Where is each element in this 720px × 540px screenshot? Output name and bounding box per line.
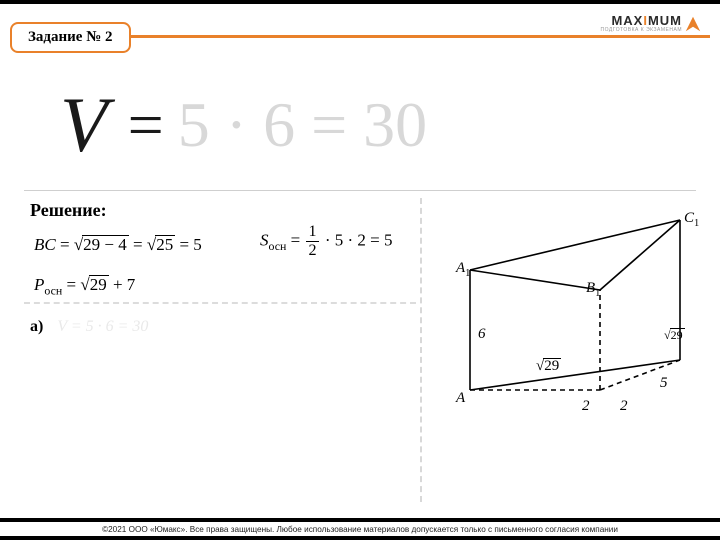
prism-label-d: √29 bbox=[536, 358, 561, 375]
logo: MAXIMUM ПОДГОТОВКА К ЭКЗАМЕНАМ bbox=[601, 14, 702, 33]
separator-h bbox=[24, 190, 696, 191]
prism-label-C1: C1 bbox=[684, 210, 699, 229]
posn-sqrt: 29 bbox=[89, 275, 109, 294]
solution-heading: Решение: bbox=[30, 200, 107, 221]
task-badge: Задание № 2 bbox=[10, 22, 131, 53]
item-a-label: а) bbox=[30, 318, 43, 336]
logo-post: MUM bbox=[648, 13, 682, 28]
logo-pre: MAX bbox=[611, 13, 643, 28]
footer-text: ©2021 ООО «Юмакс». Все права защищены. Л… bbox=[0, 522, 720, 536]
logo-icon bbox=[684, 15, 702, 33]
big-equation: V = 5 · 6 = 30 bbox=[60, 80, 660, 170]
sqrt-icon: √29 − 4 bbox=[74, 235, 129, 255]
sosn-sub: осн bbox=[269, 239, 287, 253]
page: Задание № 2 MAXIMUM ПОДГОТОВКА К ЭКЗАМЕН… bbox=[0, 0, 720, 540]
bc-mid: = bbox=[129, 235, 147, 254]
logo-sub: ПОДГОТОВКА К ЭКЗАМЕНАМ bbox=[601, 27, 682, 33]
prism-label-b1: 2 bbox=[582, 398, 590, 415]
item-a-ghost: V = 5 · 6 = 30 bbox=[57, 318, 148, 336]
bc-sqrt2: 25 bbox=[155, 235, 175, 254]
separator-dash-left bbox=[24, 302, 416, 304]
frac-den: 2 bbox=[306, 241, 318, 259]
big-eq-rhs: 5 · 6 = 30 bbox=[178, 88, 427, 162]
frac-num: 1 bbox=[306, 224, 318, 241]
top-black-bar bbox=[0, 0, 720, 4]
prism-label-r: 5 bbox=[660, 375, 668, 392]
posn-tail: + 7 bbox=[109, 275, 136, 294]
logo-text: MAXIMUM ПОДГОТОВКА К ЭКЗАМЕНАМ bbox=[601, 14, 682, 33]
prism-label-b2: 2 bbox=[620, 398, 628, 415]
posn-eq: = bbox=[62, 275, 80, 294]
posn-lhs: P bbox=[34, 275, 44, 294]
sosn-lhs: S bbox=[260, 231, 269, 250]
sosn-tail: · 5 · 2 = 5 bbox=[321, 231, 393, 250]
big-eq-lhs: V bbox=[60, 80, 108, 170]
math-bc: BC = √29 − 4 = √25 = 5 bbox=[34, 235, 202, 255]
logo-main: MAXIMUM bbox=[611, 14, 682, 27]
math-sosn: Sосн = 12 · 5 · 2 = 5 bbox=[260, 224, 392, 259]
separator-v bbox=[420, 198, 422, 502]
prism-label-A: A bbox=[456, 390, 465, 407]
prism-label-h: 6 bbox=[478, 326, 486, 343]
sqrt-icon: √25 bbox=[147, 235, 175, 255]
item-a: а) V = 5 · 6 = 30 bbox=[30, 318, 148, 336]
bc-lhs: BC bbox=[34, 235, 56, 254]
sqrt-icon: √29 bbox=[80, 275, 108, 295]
sosn-eq: = bbox=[286, 231, 304, 250]
prism-label-d2: √29 bbox=[664, 328, 685, 343]
prism: A A1 B1 C1 6 √29 √29 2 2 5 bbox=[440, 200, 700, 420]
bc-tail: = 5 bbox=[175, 235, 202, 254]
posn-sub: осн bbox=[44, 283, 62, 297]
prism-label-A1: A1 bbox=[456, 260, 470, 279]
fraction: 12 bbox=[306, 224, 318, 259]
big-eq-eq: = bbox=[128, 88, 164, 162]
bc-sqrt1: 29 − 4 bbox=[82, 235, 129, 254]
math-posn: Pосн = √29 + 7 bbox=[34, 275, 135, 298]
prism-label-B1: B1 bbox=[586, 280, 600, 299]
bc-eq1: = bbox=[56, 235, 74, 254]
